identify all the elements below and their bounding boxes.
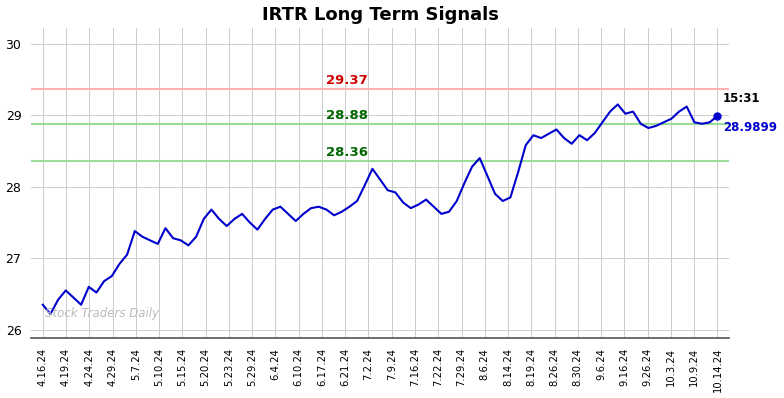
Text: 15:31: 15:31 bbox=[723, 92, 760, 105]
Text: 28.88: 28.88 bbox=[326, 109, 368, 122]
Text: Stock Traders Daily: Stock Traders Daily bbox=[45, 307, 159, 320]
Title: IRTR Long Term Signals: IRTR Long Term Signals bbox=[262, 6, 499, 23]
Text: 28.9899: 28.9899 bbox=[723, 121, 777, 135]
Text: 29.37: 29.37 bbox=[326, 74, 368, 86]
Text: 28.36: 28.36 bbox=[326, 146, 368, 159]
